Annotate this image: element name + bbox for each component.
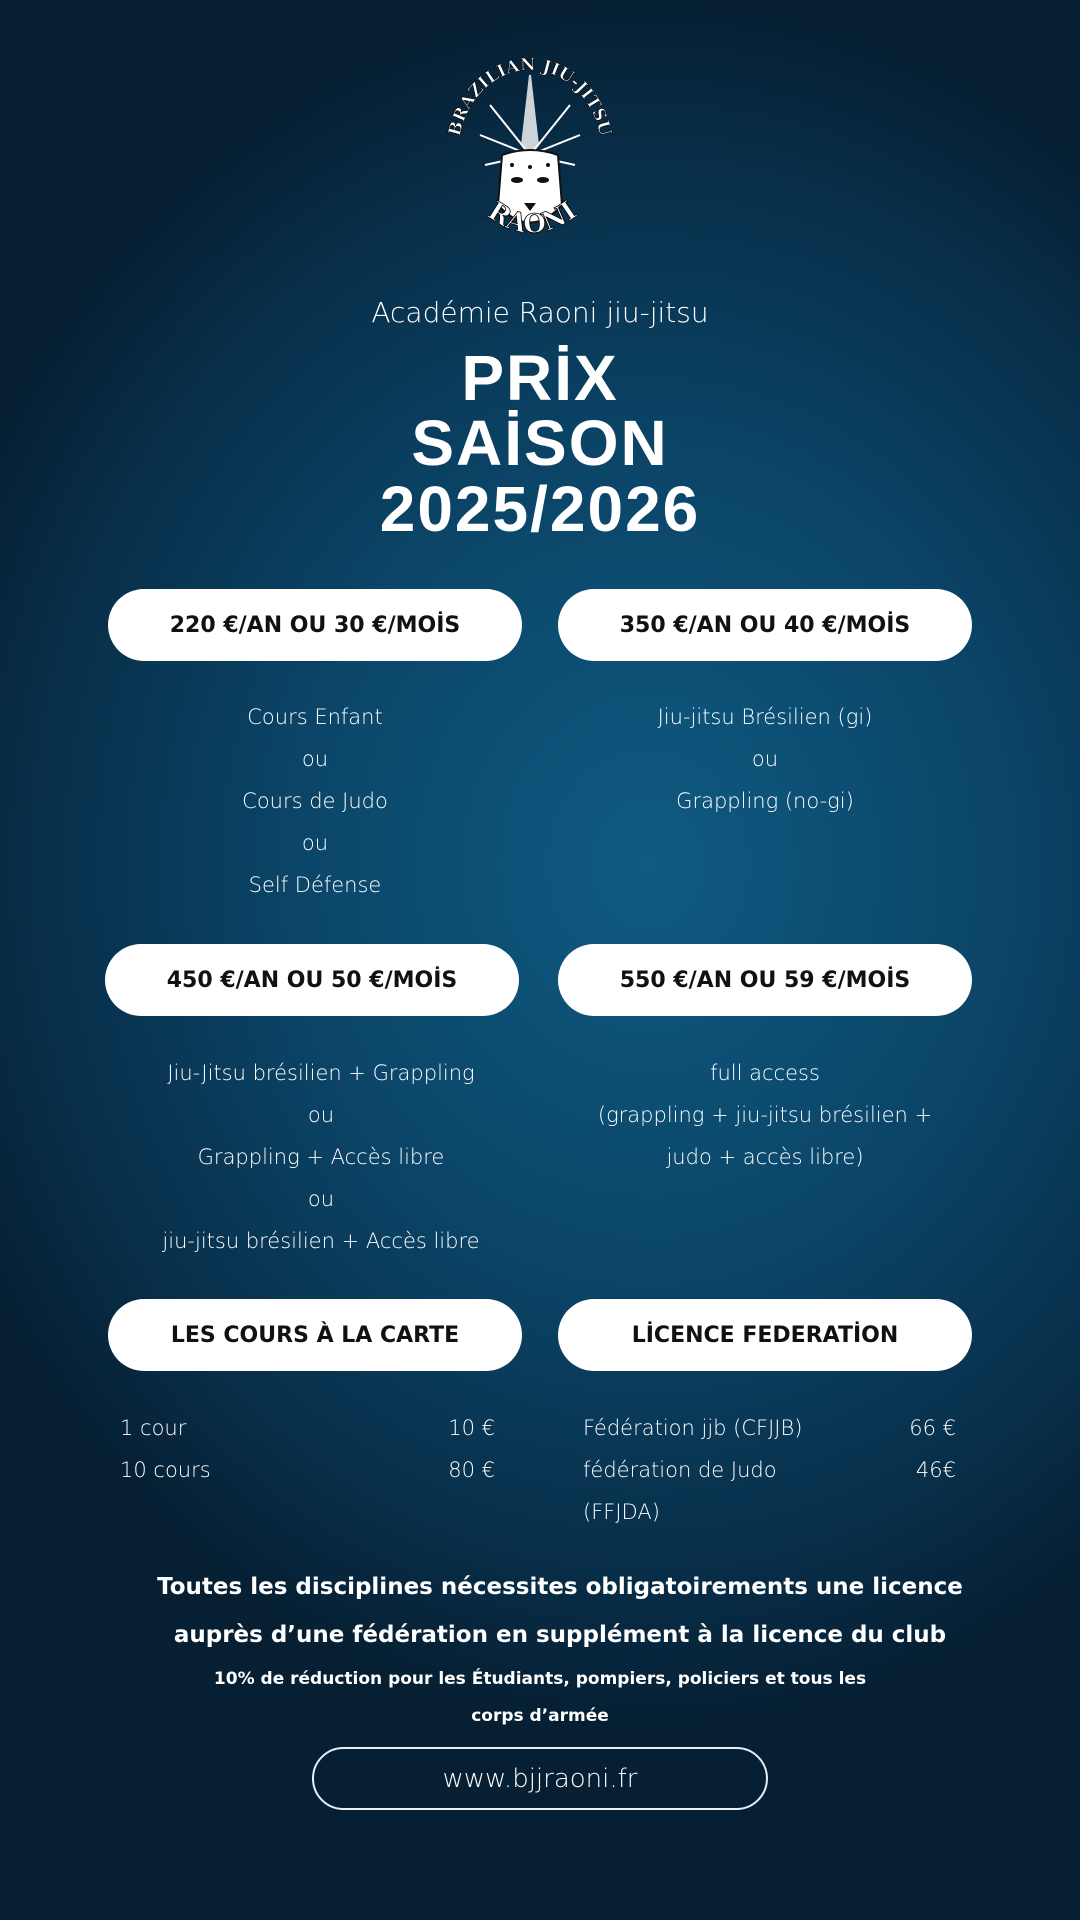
plan-line: judo + accès libre) bbox=[666, 1145, 864, 1169]
plan-4-details: full access (grappling + jiu-jitsu brésil… bbox=[558, 1052, 972, 1178]
plan-3-details: Jiu-Jitsu brésilien + Grappling ou Grappli… bbox=[114, 1052, 528, 1262]
licence-label: fédération de Judo bbox=[583, 1458, 777, 1482]
plan-line: ou bbox=[751, 747, 779, 771]
plan-line: ou bbox=[301, 831, 329, 855]
plan-line: Self Défense bbox=[248, 873, 382, 897]
raoni-logo: BRAZILIAN JIU-JITSU RAONI bbox=[430, 55, 630, 265]
licence-title: LİCENCE FEDERATİON bbox=[558, 1299, 972, 1371]
carte-table: 1 cour 10 € 10 cours 80 € bbox=[120, 1407, 495, 1491]
website-link[interactable]: www.bjjraoni.fr bbox=[312, 1747, 768, 1810]
plan-3-price: 450 €/AN OU 50 €/MOİS bbox=[105, 944, 519, 1016]
plan-line: ou bbox=[301, 747, 329, 771]
plan-line: Grappling (no-gi) bbox=[676, 789, 854, 813]
licence-row: fédération de Judo 46€ bbox=[583, 1449, 956, 1491]
carte-label: 1 cour bbox=[120, 1416, 187, 1440]
carte-price: 80 € bbox=[448, 1458, 495, 1482]
licence-label: (FFJDA) bbox=[583, 1500, 660, 1524]
licence-price: 66 € bbox=[909, 1416, 956, 1440]
plan-line: Jiu-Jitsu brésilien + Grappling bbox=[167, 1061, 475, 1085]
plan-2-price: 350 €/AN OU 40 €/MOİS bbox=[558, 589, 972, 661]
title-line-3: 2025/2026 bbox=[379, 473, 701, 545]
plan-line: Jiu-jitsu Brésilien (gi) bbox=[657, 705, 873, 729]
discount-note-2: corps d’armée bbox=[471, 1706, 609, 1726]
plan-line: (grappling + jiu-jitsu brésilien + bbox=[597, 1103, 933, 1127]
licence-label: Fédération jjb (CFJJB) bbox=[583, 1416, 803, 1440]
plan-1-details: Cours Enfant ou Cours de Judo ou Self Défens… bbox=[108, 696, 522, 906]
plan-2-details: Jiu-jitsu Brésilien (gi) ou Grappling (no-… bbox=[558, 696, 972, 822]
academy-name: Académie Raoni jiu-jitsu bbox=[371, 296, 709, 329]
licence-price: 46€ bbox=[915, 1458, 956, 1482]
carte-price: 10 € bbox=[448, 1416, 495, 1440]
plan-line: jiu-jitsu brésilien + Accès libre bbox=[162, 1229, 480, 1253]
carte-row: 10 cours 80 € bbox=[120, 1449, 495, 1491]
licence-row: (FFJDA) bbox=[583, 1491, 956, 1533]
licence-note-1: Toutes les disciplines nécessites obliga… bbox=[157, 1574, 963, 1600]
carte-label: 10 cours bbox=[120, 1458, 211, 1482]
plan-line: Cours de Judo bbox=[242, 789, 388, 813]
plan-line: Cours Enfant bbox=[247, 705, 383, 729]
licence-note-2: auprès d’une fédération en supplément à … bbox=[173, 1622, 947, 1648]
plan-4-price: 550 €/AN OU 59 €/MOİS bbox=[558, 944, 972, 1016]
title-line-2: SAİSON bbox=[411, 407, 669, 479]
licence-row: Fédération jjb (CFJJB) 66 € bbox=[583, 1407, 956, 1449]
plan-line: full access bbox=[710, 1061, 820, 1085]
title-line-1: PRİX bbox=[461, 342, 619, 414]
plan-line: ou bbox=[307, 1103, 335, 1127]
carte-row: 1 cour 10 € bbox=[120, 1407, 495, 1449]
discount-note-1: 10% de réduction pour les Étudiants, pom… bbox=[213, 1669, 867, 1689]
plan-line: ou bbox=[307, 1187, 335, 1211]
plan-line: Grappling + Accès libre bbox=[197, 1145, 445, 1169]
licence-table: Fédération jjb (CFJJB) 66 € fédération de… bbox=[583, 1407, 956, 1533]
carte-title: LES COURS À LA CARTE bbox=[108, 1299, 522, 1371]
plan-1-price: 220 €/AN OU 30 €/MOİS bbox=[108, 589, 522, 661]
